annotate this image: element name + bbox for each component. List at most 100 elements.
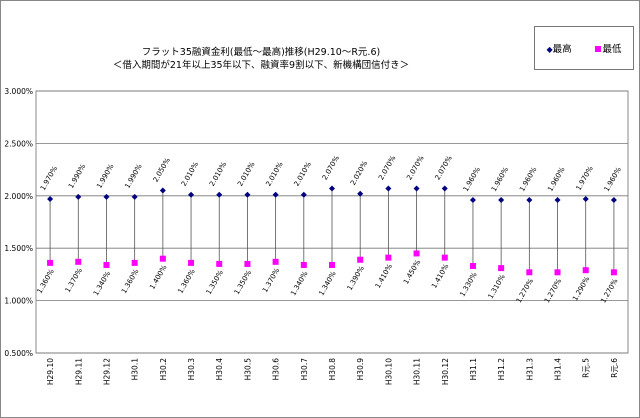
max-point: [159, 187, 166, 194]
y-tick-label: 2.000%: [4, 192, 33, 201]
min-data-label: 1.360%: [176, 268, 196, 295]
max-data-label: 1.990%: [123, 162, 143, 189]
y-tick-label: 1.000%: [4, 297, 33, 306]
max-point: [300, 191, 307, 198]
min-point: [357, 256, 364, 263]
max-point: [554, 196, 561, 203]
max-point: [75, 193, 82, 200]
min-point: [244, 260, 251, 267]
min-data-label: 1.340%: [317, 270, 337, 297]
x-tick-label: R元.6: [610, 358, 619, 378]
max-point: [385, 185, 392, 192]
min-point: [554, 269, 561, 276]
min-data-label: 1.370%: [261, 267, 281, 294]
min-data-label: 1.450%: [402, 258, 422, 285]
min-point: [103, 261, 110, 268]
max-point: [329, 185, 335, 192]
max-point: [103, 193, 110, 200]
legend-label-max: 最高: [552, 44, 572, 55]
max-data-label: 1.990%: [67, 162, 87, 189]
max-data-label: 1.960%: [603, 166, 623, 193]
max-data-label: 1.960%: [518, 166, 538, 193]
max-point: [47, 195, 54, 202]
x-tick-label: H30.8: [328, 358, 337, 381]
x-tick-label: H30.7: [300, 358, 309, 381]
max-data-label: 2.050%: [152, 156, 172, 183]
x-tick-label: H29.12: [102, 358, 111, 385]
max-data-label: 2.010%: [236, 160, 256, 187]
diamond-marker-icon: ◆: [546, 45, 553, 54]
min-data-label: 1.390%: [346, 264, 366, 291]
min-data-label: 1.360%: [120, 268, 140, 295]
x-tick-label: H29.10: [46, 358, 55, 385]
min-data-label: 1.330%: [458, 271, 478, 298]
min-point: [610, 269, 617, 276]
min-data-label: 1.360%: [36, 268, 56, 295]
min-point: [216, 260, 223, 267]
x-tick-label: H30.4: [215, 358, 224, 381]
min-point: [526, 269, 533, 276]
max-data-label: 2.010%: [180, 160, 200, 187]
max-point: [526, 196, 533, 203]
max-data-label: 2.010%: [293, 160, 313, 187]
max-data-label: 1.970%: [575, 165, 595, 192]
max-data-label: 1.960%: [462, 166, 482, 193]
chart-title: フラット35融資金利(最低～最高)推移(H29.10～R元.6): [141, 47, 381, 58]
min-point: [582, 267, 589, 274]
max-data-label: 2.070%: [434, 154, 454, 181]
min-data-label: 1.340%: [289, 270, 309, 297]
min-point: [329, 261, 335, 268]
max-data-label: 2.070%: [377, 154, 397, 181]
x-tick-label: R元.5: [582, 358, 591, 378]
square-marker-icon: [594, 46, 601, 52]
min-point: [188, 259, 195, 266]
max-data-label: 2.010%: [264, 160, 284, 187]
min-point: [47, 259, 54, 266]
max-point: [498, 196, 505, 203]
chart-subtitle: ＜借入期間が21年以上35年以下、融資率9割以下、新機構団信付き＞: [112, 60, 410, 71]
max-point: [131, 193, 138, 200]
x-tick-label: H31.4: [554, 358, 563, 381]
min-data-label: 1.410%: [374, 262, 394, 289]
min-point: [300, 261, 307, 268]
y-tick-label: 3.000%: [4, 87, 33, 96]
x-tick-label: H30.2: [159, 358, 168, 381]
x-tick-label: H30.1: [131, 358, 140, 381]
x-tick-label: H30.6: [272, 358, 281, 381]
x-tick-label: H31.1: [469, 358, 478, 381]
y-tick-label: 1.500%: [4, 244, 33, 253]
x-tick-label: H30.11: [413, 358, 422, 385]
max-point: [413, 185, 420, 192]
min-point: [385, 254, 392, 261]
min-data-label: 1.350%: [205, 269, 225, 296]
min-point: [159, 255, 166, 262]
x-tick-label: H31.2: [497, 358, 506, 381]
min-point: [469, 263, 476, 270]
x-tick-label: H29.11: [74, 358, 83, 385]
min-point: [441, 254, 448, 261]
min-data-label: 1.310%: [487, 273, 507, 300]
max-point: [272, 191, 279, 198]
min-data-label: 1.410%: [430, 262, 450, 289]
legend-label-min: 最低: [602, 44, 622, 55]
min-point: [498, 265, 505, 272]
min-data-label: 1.400%: [148, 263, 168, 290]
legend-item-max: ◆最高: [546, 41, 571, 55]
min-point: [75, 258, 82, 265]
max-data-label: 2.070%: [321, 154, 341, 181]
max-point: [469, 196, 476, 203]
max-data-label: 1.960%: [546, 166, 566, 193]
x-tick-label: H30.12: [441, 358, 450, 385]
min-point: [413, 250, 420, 257]
x-tick-label: H30.9: [356, 358, 365, 381]
max-point: [244, 191, 251, 198]
max-data-label: 1.960%: [490, 166, 510, 193]
y-tick-label: 0.500%: [4, 349, 33, 358]
min-data-label: 1.370%: [64, 267, 84, 294]
legend-item-min: 最低: [594, 41, 622, 55]
max-data-label: 1.990%: [95, 162, 115, 189]
max-data-label: 2.020%: [349, 159, 369, 186]
legend: ◆最高 最低: [534, 26, 634, 70]
x-tick-label: H31.3: [525, 358, 534, 381]
